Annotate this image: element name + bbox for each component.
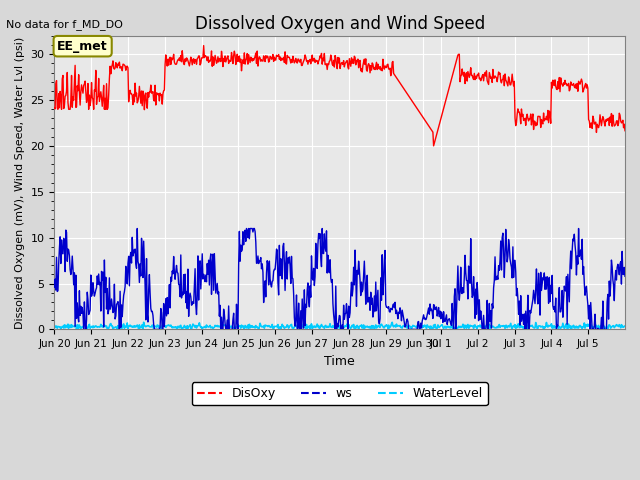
X-axis label: Time: Time bbox=[324, 355, 355, 368]
Text: No data for f_MD_DO: No data for f_MD_DO bbox=[6, 19, 124, 30]
Y-axis label: Dissolved Oxygen (mV), Wind Speed, Water Lvl (psi): Dissolved Oxygen (mV), Wind Speed, Water… bbox=[15, 36, 25, 329]
Legend: DisOxy, ws, WaterLevel: DisOxy, ws, WaterLevel bbox=[191, 382, 488, 405]
Text: EE_met: EE_met bbox=[58, 40, 108, 53]
Title: Dissolved Oxygen and Wind Speed: Dissolved Oxygen and Wind Speed bbox=[195, 15, 485, 33]
